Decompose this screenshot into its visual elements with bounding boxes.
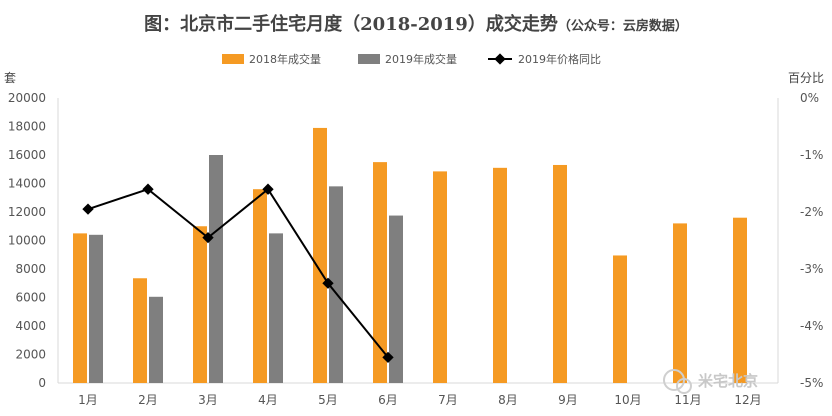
x-tick-label: 2月 [138, 393, 158, 407]
bar-2018 [253, 189, 267, 383]
y-left-unit: 套 [4, 71, 16, 85]
price-point [82, 203, 94, 215]
price-point [202, 231, 214, 244]
bar-2018 [133, 278, 147, 383]
y-left-tick-label: 6000 [15, 291, 46, 305]
price-line-path [87, 187, 389, 358]
x-tick-label: 4月 [258, 393, 278, 407]
legend-label-2018: 2018年成交量 [249, 52, 321, 66]
y-left-tick-label: 14000 [8, 177, 46, 191]
y-right-tick-label: -5% [800, 376, 823, 390]
y-right-tick-label: -1% [800, 148, 823, 162]
y-left-tick-label: 10000 [8, 234, 46, 248]
bar-2018 [73, 233, 87, 383]
watermark-text: 米宅北京 [698, 372, 758, 390]
bar-2018 [193, 226, 207, 383]
watermark: 米宅北京 [663, 369, 758, 394]
y-left-tick-label: 12000 [8, 205, 46, 219]
chart-title-main: 图：北京市二手住宅月度（2018-2019）成交走势 [144, 13, 558, 35]
bar-2019 [209, 155, 223, 383]
bar-2018 [673, 223, 687, 383]
bar-2019 [149, 296, 163, 383]
x-tick-label: 9月 [558, 393, 578, 407]
bars [73, 127, 747, 383]
bar-2018 [313, 127, 327, 383]
bar-2018 [553, 164, 567, 383]
bar-2019 [329, 186, 343, 383]
y-left-tick-label: 18000 [8, 120, 46, 134]
y-right-tick-label: -3% [800, 262, 823, 276]
x-tick-label: 11月 [674, 393, 701, 407]
legend-swatch-2019 [358, 54, 380, 64]
y-left-tick-label: 8000 [15, 262, 46, 276]
x-ticks: 1月 2月 3月 4月 5月 6月 7月 8月 9月 10月 11月 12月 [78, 393, 761, 407]
price-point [322, 277, 334, 289]
y-right-tick-label: -2% [800, 205, 823, 219]
x-tick-label: 1月 [78, 393, 98, 407]
y-left-tick-label: 0 [38, 376, 46, 390]
y-right-unit: 百分比 [788, 71, 824, 85]
legend-label-price: 2019年价格同比 [518, 52, 601, 66]
price-line [82, 183, 394, 364]
y-left-tick-label: 20000 [8, 91, 46, 105]
bar-2018 [433, 171, 447, 383]
price-point [382, 351, 394, 364]
x-tick-label: 10月 [614, 393, 641, 407]
bar-2019 [389, 215, 403, 383]
y-left-tick-label: 16000 [8, 148, 46, 162]
chart-title-note: （公众号：云房数据） [558, 18, 688, 34]
y-right-ticks: 0% -1% -2% -3% -4% -5% [800, 91, 823, 390]
chart-title: 图：北京市二手住宅月度（2018-2019）成交走势（公众号：云房数据） [144, 13, 688, 35]
legend: 2018年成交量 2019年成交量 2019年价格同比 [222, 52, 601, 66]
x-tick-label: 5月 [318, 393, 338, 407]
x-tick-label: 12月 [734, 393, 761, 407]
legend-swatch-2018 [222, 54, 244, 64]
x-tick-label: 8月 [498, 393, 518, 407]
y-left-tick-label: 4000 [15, 319, 46, 333]
bar-2018 [373, 162, 387, 383]
y-left-ticks: 0 2000 4000 6000 8000 10000 12000 14000 16000 180… [8, 91, 46, 390]
legend-label-2019: 2019年成交量 [385, 52, 457, 66]
y-right-tick-label: -4% [800, 319, 823, 333]
bar-2018 [613, 255, 627, 383]
x-tick-label: 7月 [438, 393, 458, 407]
x-tick-label: 6月 [378, 393, 398, 407]
y-left-tick-label: 2000 [15, 348, 46, 362]
x-tick-label: 3月 [198, 393, 218, 407]
price-point [142, 183, 154, 195]
bar-2019 [269, 233, 283, 383]
bar-2018 [493, 167, 507, 383]
price-point [262, 183, 274, 195]
y-right-tick-label: 0% [800, 91, 819, 105]
legend-line-marker [494, 53, 506, 65]
wechat-icon-inner [676, 378, 692, 394]
bar-2019 [89, 234, 103, 383]
bar-2018 [733, 217, 747, 383]
